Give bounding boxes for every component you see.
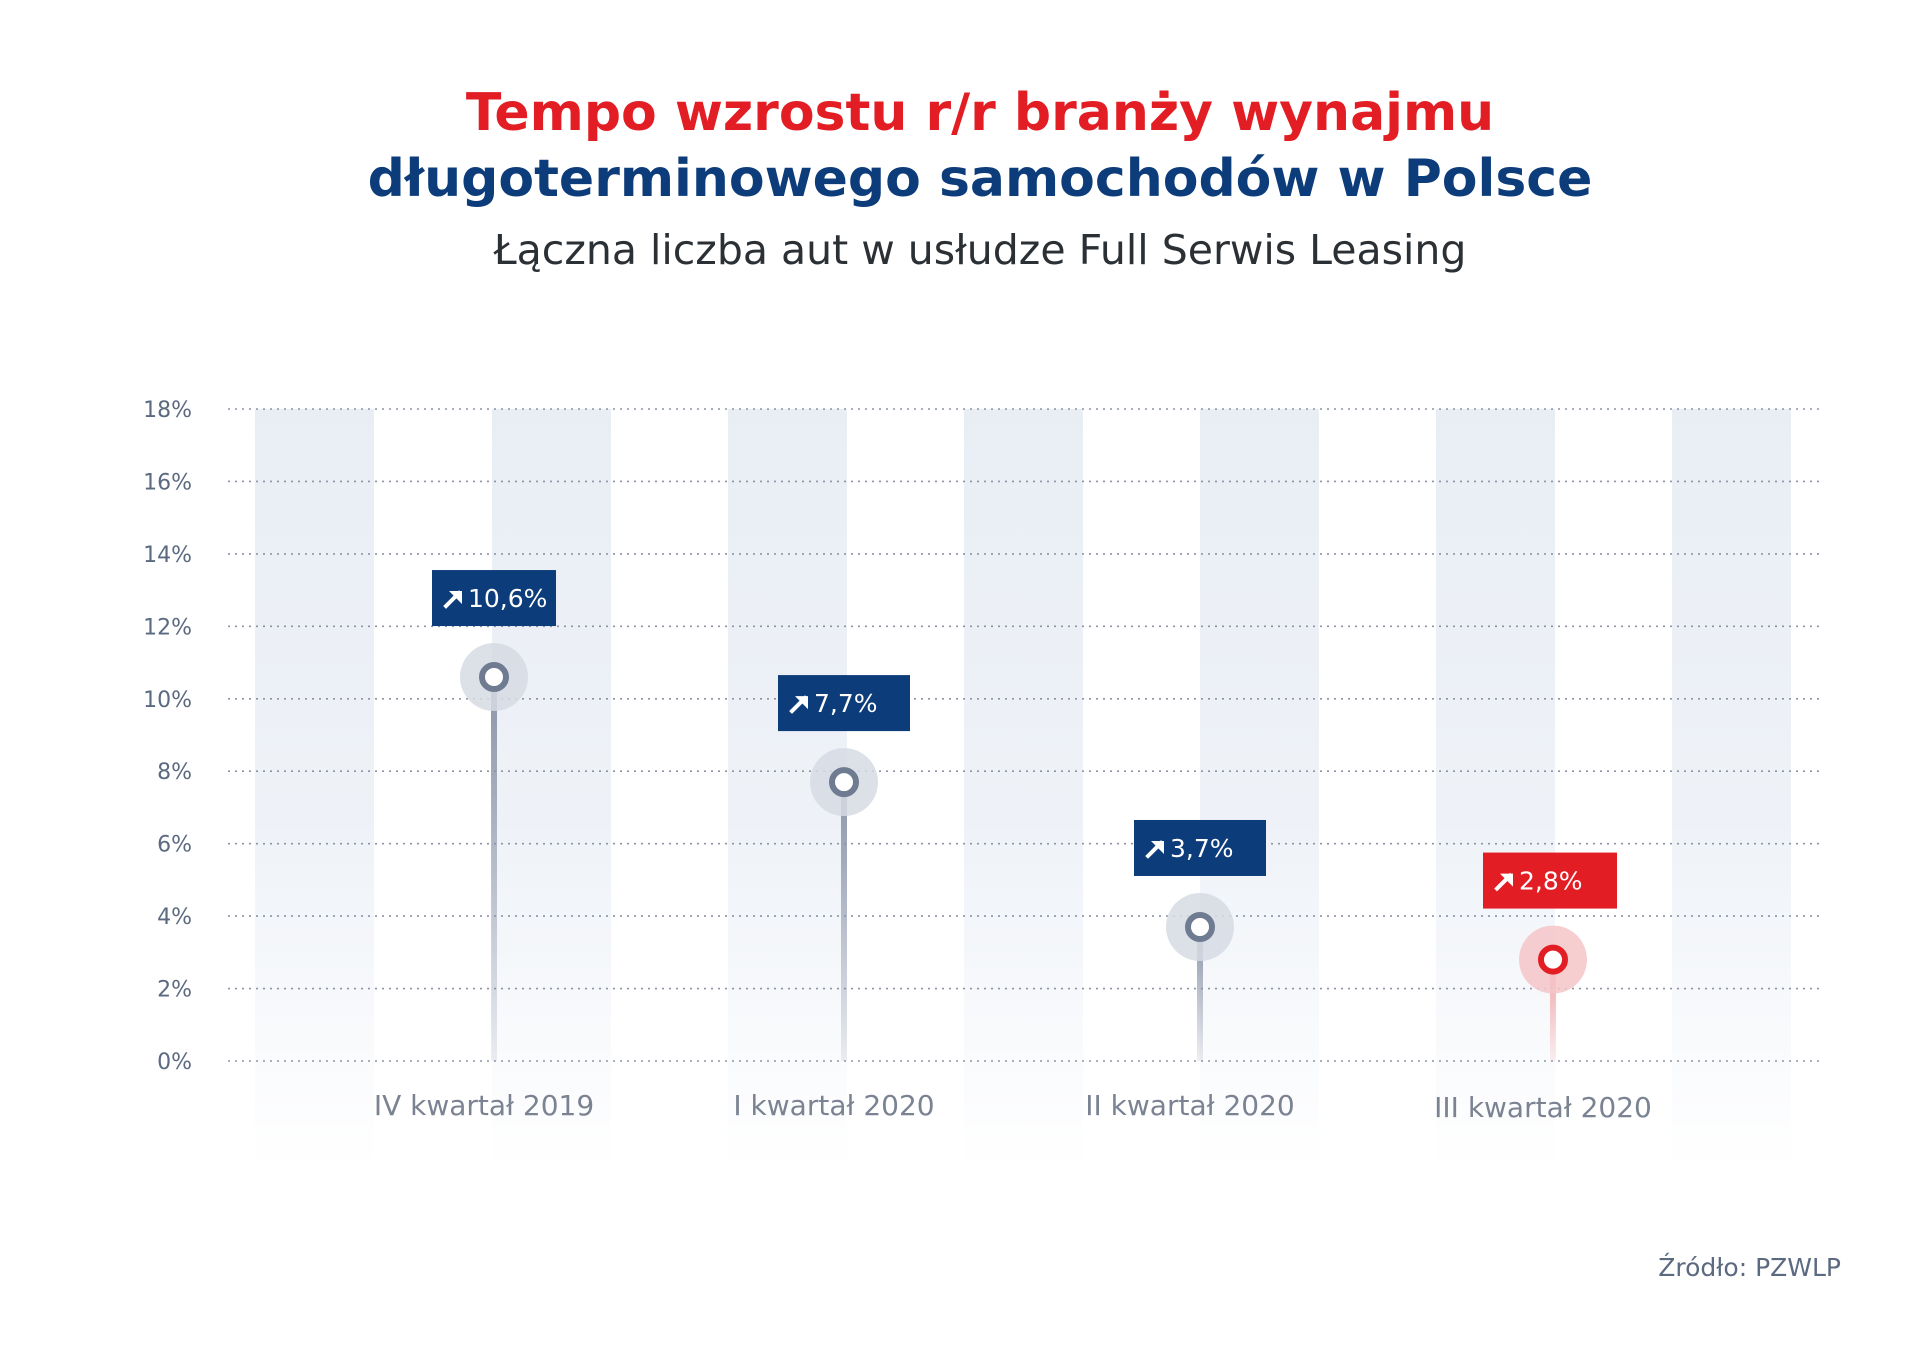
y-tick-label: 10% (143, 688, 192, 713)
background-band-0 (255, 409, 374, 1169)
x-category-label: IV kwartał 2019 (374, 1089, 594, 1122)
background-band-5 (1436, 409, 1555, 1169)
value-label: 7,7% (778, 675, 910, 732)
arrow-up-right-icon (789, 695, 808, 714)
background-band-4 (1200, 409, 1319, 1169)
y-tick-label: 14% (143, 543, 192, 568)
y-tick-label: 18% (143, 398, 192, 423)
value-label: 2,8% (1483, 852, 1617, 909)
value-label-text: 7,7% (814, 689, 878, 718)
chart-title-line1: Tempo wzrostu r/r branży wynajmu (465, 83, 1495, 143)
y-tick-label: 2% (157, 978, 192, 1003)
background-band-1 (492, 409, 611, 1169)
x-category-label: III kwartał 2020 (1434, 1091, 1652, 1124)
lollipop-stem (1550, 959, 1556, 1061)
x-category-label: I kwartał 2020 (733, 1089, 934, 1122)
data-point (1185, 911, 1215, 942)
lollipop-stem (491, 677, 497, 1061)
value-label-text: 10,6% (468, 584, 547, 613)
y-tick-label: 6% (157, 833, 192, 858)
y-tick-label: 0% (157, 1050, 192, 1075)
value-label-text: 3,7% (1170, 834, 1234, 863)
x-category-label: II kwartał 2020 (1085, 1089, 1294, 1122)
source-note: Źródło: PZWLP (1658, 1253, 1841, 1282)
arrow-up-right-icon (1494, 872, 1513, 892)
data-point (1538, 944, 1568, 975)
background-band-6 (1672, 409, 1791, 1169)
y-tick-label: 4% (157, 905, 192, 930)
background-band-3 (964, 409, 1083, 1169)
y-tick-label: 12% (143, 615, 192, 640)
title-block: Tempo wzrostu r/r branży wynajmu długote… (0, 80, 1920, 280)
lollipop-stem (841, 782, 847, 1061)
arrow-up-right-icon (443, 590, 462, 609)
value-label: 10,6% (432, 570, 556, 627)
y-tick-label: 8% (157, 760, 192, 785)
y-tick-label: 16% (143, 470, 192, 495)
chart-title-line2: długoterminowego samochodów w Polsce (367, 149, 1593, 209)
data-point (479, 662, 509, 693)
value-label-text: 2,8% (1519, 867, 1583, 896)
value-label: 3,7% (1134, 819, 1266, 876)
arrow-up-right-icon (1145, 840, 1164, 859)
lollipop-stem (1197, 926, 1203, 1061)
data-point (829, 767, 859, 798)
chart-subtitle: Łączna liczba aut w usłudze Full Serwis … (493, 226, 1467, 274)
